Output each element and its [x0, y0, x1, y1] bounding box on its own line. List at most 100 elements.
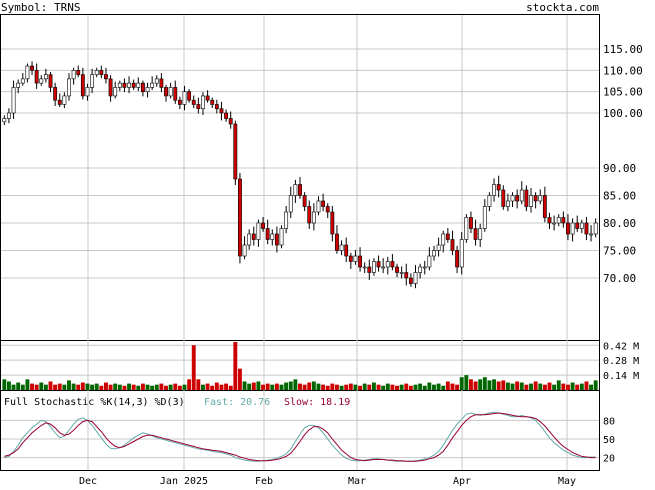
volume-bar — [298, 383, 302, 390]
volume-bar — [593, 380, 598, 390]
volume-bar — [173, 383, 178, 390]
candle-body — [265, 228, 270, 240]
volume-bar — [579, 383, 584, 390]
candle-body — [30, 65, 34, 71]
volume-bar — [2, 379, 7, 390]
candle-body — [362, 266, 367, 269]
volume-bar — [136, 385, 141, 390]
candle-body — [441, 233, 446, 246]
volume-bar — [408, 385, 413, 390]
candle-body — [593, 222, 598, 235]
candle-body — [113, 87, 118, 97]
volume-bar — [418, 383, 423, 390]
volume-bar — [154, 384, 159, 390]
volume-bar — [113, 383, 118, 390]
volume-bar — [330, 383, 335, 390]
volume-bar — [191, 345, 196, 390]
candle-body — [579, 222, 584, 229]
volume-bar — [348, 383, 353, 390]
candle-body — [413, 272, 418, 284]
candle-body — [529, 195, 533, 207]
candle-body — [302, 195, 307, 207]
volume-bar — [30, 383, 34, 390]
candle-body — [418, 266, 423, 273]
axis-labels: Dec Jan 2025 Feb Mar Apr May 115.00 110.00 105.0… — [79, 43, 643, 487]
candle-body — [478, 228, 483, 240]
volume-bar — [464, 375, 469, 390]
candle-body — [159, 78, 164, 88]
volume-bar — [422, 385, 427, 390]
candle-body — [256, 222, 261, 240]
volume-bar — [492, 379, 496, 390]
candle-body — [381, 266, 386, 269]
stochastic-tick-label: 50 — [603, 435, 615, 446]
volume-bar — [542, 384, 547, 390]
candle-body — [311, 211, 316, 224]
volume-bar — [321, 384, 326, 390]
candle-body — [284, 211, 289, 229]
candle-body — [7, 112, 11, 119]
candle-body — [214, 104, 219, 110]
candle-body — [372, 261, 376, 273]
volume-bar — [385, 383, 390, 390]
site-label: stockta.com — [526, 1, 599, 14]
volume-bar — [177, 385, 182, 390]
candle-body — [39, 78, 44, 84]
candle-body — [108, 78, 113, 97]
volume-bar — [445, 381, 450, 390]
candle-body — [482, 206, 487, 229]
volume-bar — [127, 383, 131, 390]
stochastic-tick-label: 80 — [603, 416, 615, 427]
candle-body — [25, 65, 30, 80]
candle-body — [177, 99, 182, 105]
candle-body — [191, 99, 196, 105]
candle-body — [219, 108, 224, 114]
candle-body — [422, 266, 427, 269]
volume-bar — [20, 384, 25, 390]
volume-bar — [117, 384, 122, 390]
volume-bar — [455, 384, 460, 390]
volume-bar — [556, 380, 561, 390]
candle-body — [20, 78, 25, 84]
candle-body — [399, 272, 404, 274]
volume-bar — [561, 383, 566, 390]
volume-bar — [552, 384, 557, 390]
y-tick-label: 105.00 — [603, 86, 643, 99]
candle-body — [90, 74, 95, 88]
candle-body — [122, 82, 127, 88]
stochastic-tick-label: 20 — [603, 454, 615, 465]
candle-body — [274, 233, 279, 246]
volume-bar — [450, 383, 455, 390]
volume-bar — [547, 382, 552, 390]
y-tick-label: 90.00 — [603, 162, 636, 175]
stochastic-fast-line — [4, 411, 596, 462]
volume-bar — [270, 384, 275, 390]
volume-bar — [71, 383, 76, 390]
candle-body — [187, 91, 192, 101]
volume-bar — [182, 384, 187, 390]
volume-bar — [441, 385, 446, 390]
volume-bar — [395, 385, 399, 390]
volume-bar — [210, 385, 215, 390]
volume-bar — [247, 383, 252, 390]
volume-bar — [566, 384, 570, 390]
candle-body — [464, 217, 469, 240]
volume-bar — [256, 381, 261, 390]
volume-bar — [505, 382, 510, 390]
candle-body — [436, 244, 441, 251]
candle-body — [71, 70, 76, 80]
candle-body — [561, 217, 566, 224]
volume-bar — [6, 381, 11, 390]
volume-bar — [57, 383, 62, 390]
candle-body — [99, 70, 104, 75]
candle-body — [584, 222, 589, 235]
volume-bar — [16, 382, 21, 390]
candle-body — [575, 222, 580, 229]
candle-body — [228, 118, 233, 125]
candle-body — [261, 222, 265, 229]
volume-bar — [159, 383, 164, 390]
candle-body — [348, 255, 353, 262]
volume-bar — [478, 379, 483, 390]
y-tick-label: 80.00 — [603, 217, 636, 230]
candle-body — [325, 206, 330, 213]
